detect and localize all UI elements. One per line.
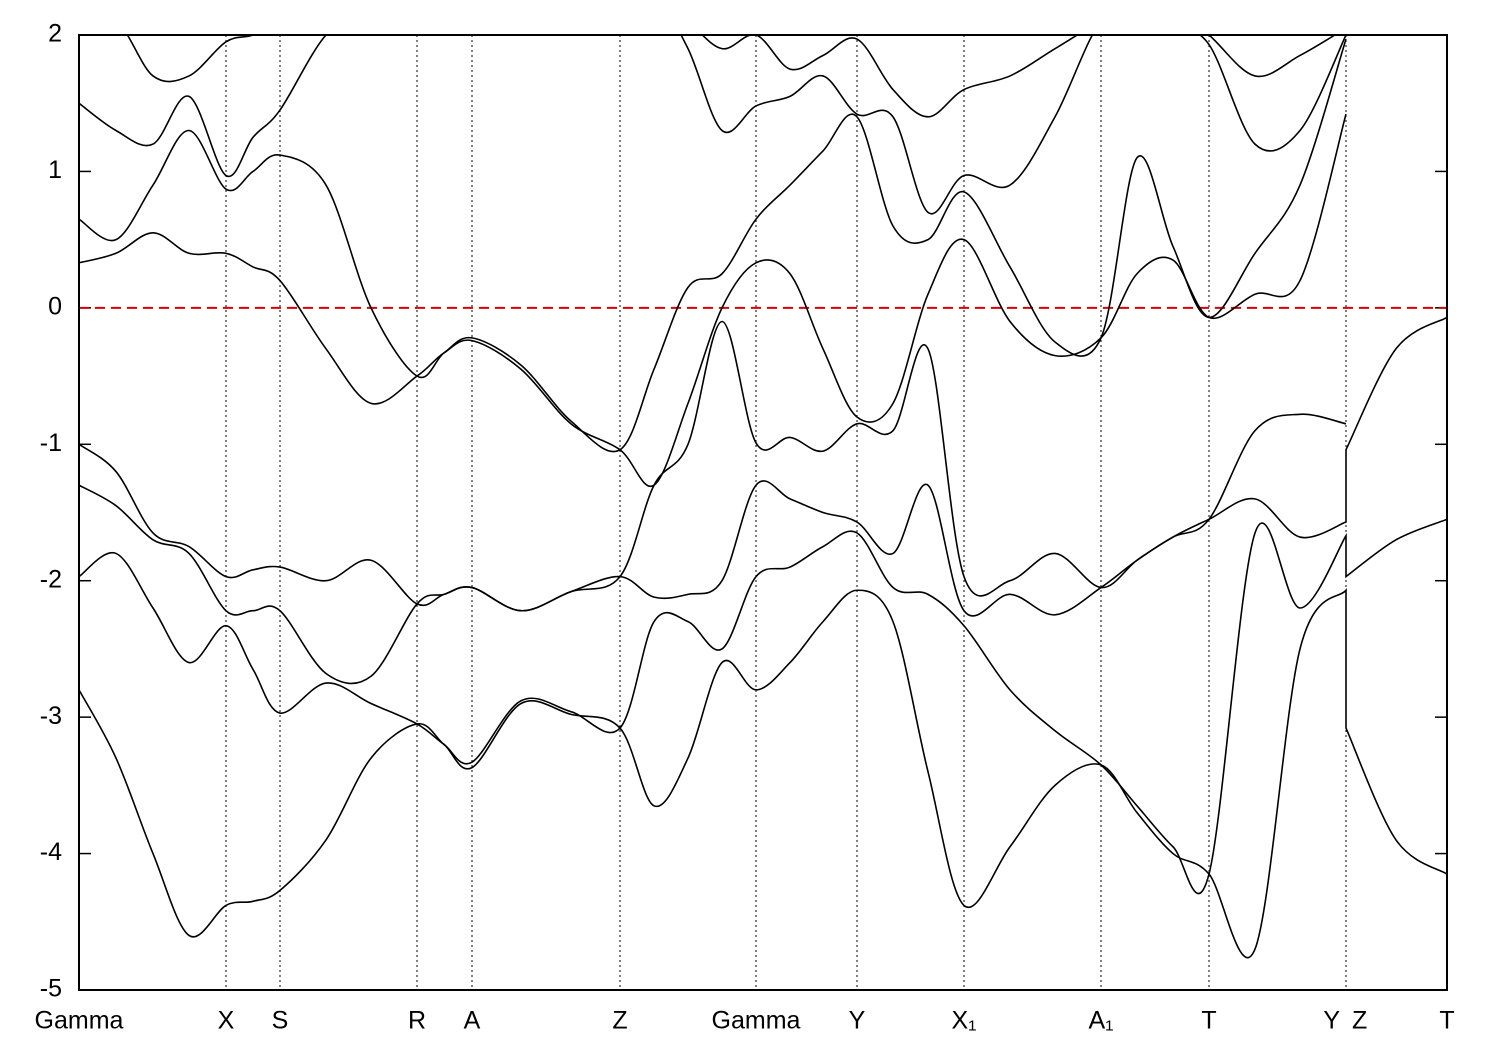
bands bbox=[79, 35, 1447, 959]
band-line bbox=[79, 38, 1347, 453]
band-line bbox=[79, 35, 1347, 215]
x-tick-label: S bbox=[272, 1007, 289, 1035]
x-tick-label: Z bbox=[612, 1007, 627, 1035]
y-tick-label: 1 bbox=[48, 156, 62, 184]
y-tick-label: -1 bbox=[40, 429, 62, 457]
band-line bbox=[79, 320, 1347, 612]
x-tick-label: Gamma bbox=[712, 1007, 801, 1035]
band-line bbox=[79, 587, 1447, 959]
band-line bbox=[79, 35, 1337, 118]
y-tick-label: 2 bbox=[48, 20, 62, 48]
x-tick-label: A bbox=[464, 1007, 481, 1035]
x-tick-label: Gamma bbox=[35, 1007, 124, 1035]
x-tick-label: Z bbox=[1352, 1007, 1367, 1035]
band-line bbox=[79, 113, 1347, 488]
x-tick-label: Y bbox=[1323, 1007, 1340, 1035]
band-line bbox=[79, 518, 1447, 895]
x-tick-label: X₁ bbox=[951, 1007, 976, 1035]
x-tick-label: A₁ bbox=[1088, 1007, 1113, 1035]
plot-frame bbox=[78, 34, 1448, 991]
y-tick-label: 0 bbox=[48, 292, 62, 320]
x-tick-label: Y bbox=[849, 1007, 866, 1035]
y-tick-label: -4 bbox=[40, 838, 62, 866]
x-tick-label: X bbox=[218, 1007, 235, 1035]
band-line bbox=[79, 316, 1447, 685]
y-tick-label: -5 bbox=[40, 975, 62, 1003]
y-tick-label: -2 bbox=[40, 565, 62, 593]
y-tick-label: -3 bbox=[40, 702, 62, 730]
x-tick-label: R bbox=[408, 1007, 426, 1035]
x-tick-label: T bbox=[1201, 1007, 1216, 1035]
x-tick-label: T bbox=[1439, 1007, 1454, 1035]
